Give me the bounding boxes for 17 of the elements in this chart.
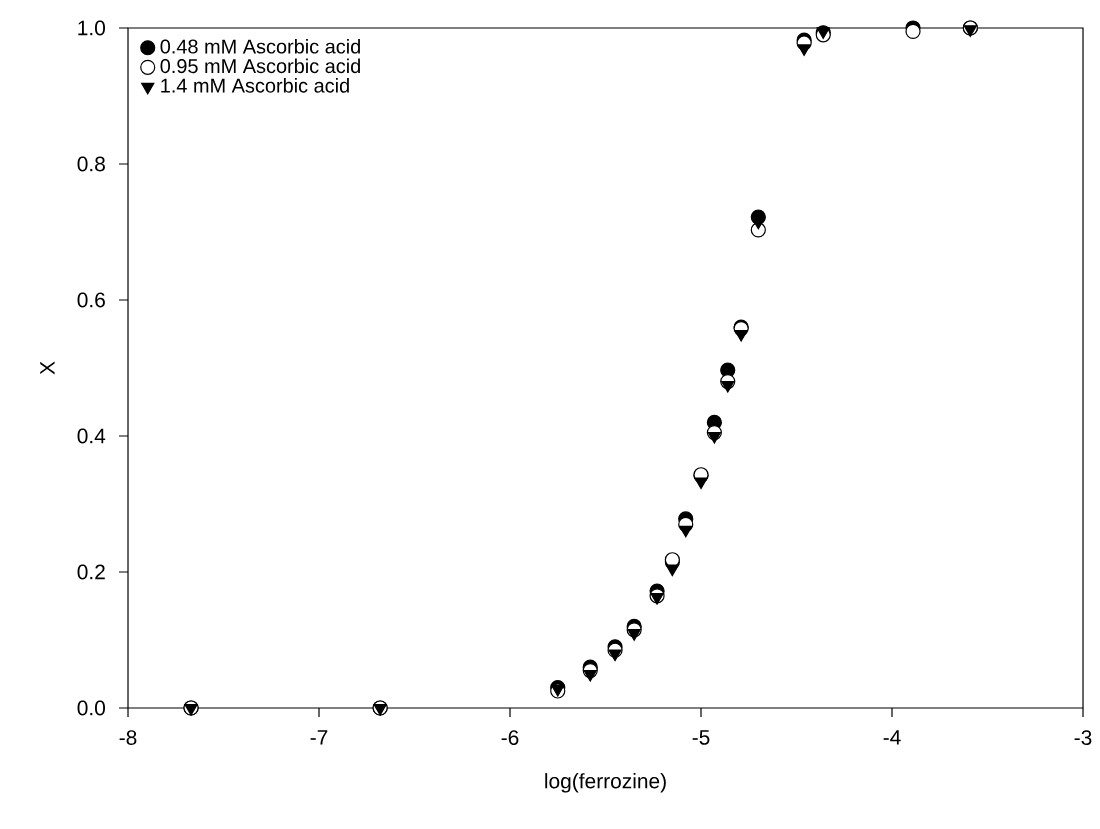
- x-tick-label: -6: [501, 730, 519, 745]
- x-tick-label: -5: [692, 730, 710, 745]
- x-axis-title: log(ferrozine): [545, 773, 666, 793]
- x-tick-label: -3: [1074, 730, 1092, 745]
- x-tick-label: -7: [310, 730, 328, 745]
- legend-label: 0.48 mM Ascorbic acid: [160, 38, 360, 54]
- y-tick-label: 0.6: [77, 292, 105, 308]
- y-tick-label: 0.2: [77, 564, 105, 580]
- legend-label: 1.4 mM Ascorbic acid: [161, 78, 349, 93]
- y-tick-label: 0.4: [77, 428, 106, 444]
- y-axis-title: X: [40, 361, 55, 375]
- y-tick-label: 0.8: [77, 156, 105, 172]
- y-tick-label: 0.0: [77, 700, 106, 716]
- legend-label: 0.95 mM Ascorbic acid: [160, 58, 360, 74]
- y-tick-label: 1.0: [78, 20, 106, 36]
- x-tick-label: -8: [119, 730, 137, 745]
- x-tick-label: -4: [883, 730, 901, 745]
